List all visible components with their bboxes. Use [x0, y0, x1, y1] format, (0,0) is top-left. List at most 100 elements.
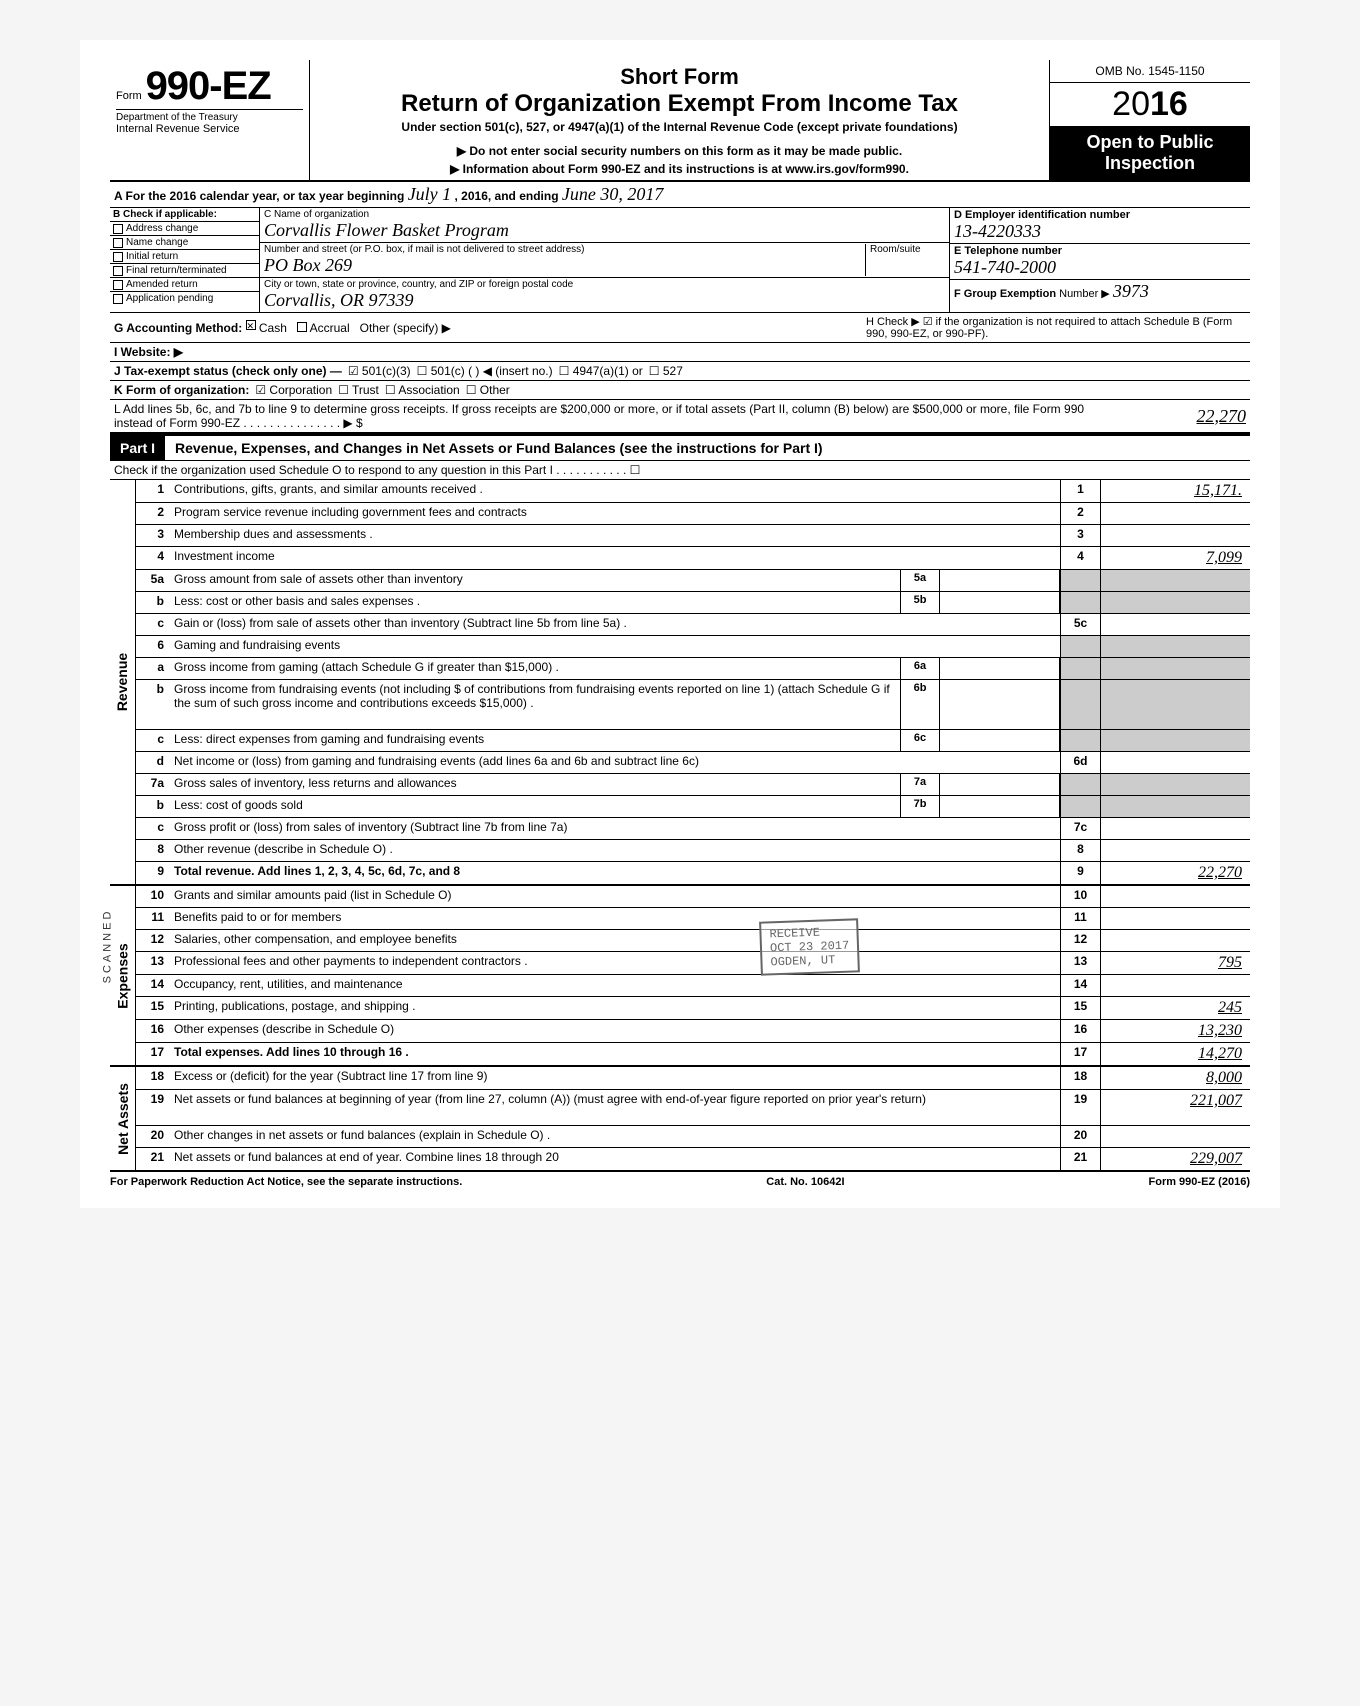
col-def-right: D Employer identification number 13-4220… — [950, 208, 1250, 312]
title-block: Short Form Return of Organization Exempt… — [310, 60, 1050, 180]
footer-right: Form 990-EZ (2016) — [1149, 1176, 1250, 1188]
g-label: G Accounting Method: — [114, 321, 242, 335]
form-number: 990-EZ — [146, 64, 271, 108]
period-end: June 30, 2017 — [562, 184, 663, 204]
val-7c — [1100, 818, 1250, 839]
period-mid: , 2016, and ending — [455, 189, 559, 203]
f-group-label2: Number ▶ — [1059, 288, 1110, 300]
val-18: 8,000 — [1100, 1067, 1250, 1089]
line-13: Professional fees and other payments to … — [170, 952, 1060, 974]
k-assoc: ☐ Association — [385, 383, 460, 397]
val-1: 15,171. — [1100, 480, 1250, 502]
line-18: Excess or (deficit) for the year (Subtra… — [170, 1067, 1060, 1089]
line-12: Salaries, other compensation, and employ… — [170, 930, 1060, 951]
j-4947: ☐ 4947(a)(1) or — [559, 364, 643, 378]
val-10 — [1100, 886, 1250, 907]
omb-number: OMB No. 1545-1150 — [1050, 60, 1250, 83]
form-page: SCANNED Form 990-EZ Department of the Tr… — [80, 40, 1280, 1208]
val-14 — [1100, 975, 1250, 996]
val-20 — [1100, 1126, 1250, 1147]
period-label: A For the 2016 calendar year, or tax yea… — [114, 189, 404, 203]
val-13: 795 — [1100, 952, 1250, 974]
j-501c3: ☑ 501(c)(3) — [348, 364, 411, 378]
part1-header: Part I Revenue, Expenses, and Changes in… — [110, 434, 1250, 461]
line-6d: Net income or (loss) from gaming and fun… — [170, 752, 1060, 773]
line-8: Other revenue (describe in Schedule O) . — [170, 840, 1060, 861]
line-16: Other expenses (describe in Schedule O) — [170, 1020, 1060, 1042]
val-2 — [1100, 503, 1250, 524]
part1-tag: Part I — [110, 436, 165, 460]
room-label: Room/suite — [870, 244, 945, 255]
note-ssn: ▶ Do not enter social security numbers o… — [320, 144, 1039, 158]
line-17: Total expenses. Add lines 10 through 16 … — [170, 1043, 1060, 1065]
cb-initial-return[interactable]: Initial return — [110, 250, 259, 264]
line-7a: Gross sales of inventory, less returns a… — [170, 774, 900, 795]
cb-final-return[interactable]: Final return/terminated — [110, 264, 259, 278]
scanned-mark: SCANNED — [101, 909, 113, 984]
note-info: ▶ Information about Form 990-EZ and its … — [320, 162, 1039, 176]
f-group-label: F Group Exemption — [954, 288, 1056, 300]
line-14: Occupancy, rent, utilities, and maintena… — [170, 975, 1060, 996]
tax-year: 2016 — [1050, 83, 1250, 126]
line-6: Gaming and fundraising events — [170, 636, 1060, 657]
expenses-section: Expenses 10Grants and similar amounts pa… — [110, 886, 1250, 1067]
row-g-h: G Accounting Method: Cash Accrual Other … — [110, 313, 1250, 343]
cb-cash[interactable] — [246, 320, 256, 330]
row-j-status: J Tax-exempt status (check only one) — ☑… — [110, 362, 1250, 381]
h-text: H Check ▶ ☑ if the organization is not r… — [866, 315, 1246, 340]
col-c-name-address: C Name of organization Corvallis Flower … — [260, 208, 950, 312]
line-11: Benefits paid to or for members — [170, 908, 1060, 929]
cb-name-change[interactable]: Name change — [110, 236, 259, 250]
cb-pending[interactable]: Application pending — [110, 292, 259, 305]
j-527: ☐ 527 — [649, 364, 683, 378]
row-a-period: A For the 2016 calendar year, or tax yea… — [110, 182, 1250, 208]
i-label: I Website: ▶ — [114, 345, 183, 359]
line-5b: Less: cost or other basis and sales expe… — [170, 592, 900, 613]
line-15: Printing, publications, postage, and shi… — [170, 997, 1060, 1019]
page-footer: For Paperwork Reduction Act Notice, see … — [110, 1172, 1250, 1188]
val-16: 13,230 — [1100, 1020, 1250, 1042]
line-6b: Gross income from fundraising events (no… — [170, 680, 900, 729]
k-corp: ☑ Corporation — [255, 383, 332, 397]
line-5a: Gross amount from sale of assets other t… — [170, 570, 900, 591]
title-short-form: Short Form — [320, 64, 1039, 90]
line-3: Membership dues and assessments . — [170, 525, 1060, 546]
ein-value: 13-4220333 — [954, 221, 1246, 242]
line-20: Other changes in net assets or fund bala… — [170, 1126, 1060, 1147]
phone-value: 541-740-2000 — [954, 257, 1246, 278]
val-12 — [1100, 930, 1250, 951]
subtitle: Under section 501(c), 527, or 4947(a)(1)… — [320, 120, 1039, 134]
cb-accrual[interactable] — [297, 322, 307, 332]
val-17: 14,270 — [1100, 1043, 1250, 1065]
val-21: 229,007 — [1100, 1148, 1250, 1170]
form-number-block: Form 990-EZ Department of the Treasury I… — [110, 60, 310, 180]
line-4: Investment income — [170, 547, 1060, 569]
addr-label: Number and street (or P.O. box, if mail … — [264, 244, 865, 255]
cb-amended[interactable]: Amended return — [110, 278, 259, 292]
dept-treasury: Department of the Treasury — [116, 109, 303, 123]
val-19: 221,007 — [1100, 1090, 1250, 1125]
period-begin: July 1 — [408, 184, 451, 204]
expenses-label: Expenses — [110, 886, 136, 1065]
org-name: Corvallis Flower Basket Program — [264, 220, 945, 241]
val-9: 22,270 — [1100, 862, 1250, 884]
val-6d — [1100, 752, 1250, 773]
netassets-label: Net Assets — [110, 1067, 136, 1170]
l-text: L Add lines 5b, 6c, and 7b to line 9 to … — [114, 402, 1120, 430]
e-phone-label: E Telephone number — [954, 245, 1062, 257]
cb-address-change[interactable]: Address change — [110, 222, 259, 236]
val-15: 245 — [1100, 997, 1250, 1019]
row-k-formorg: K Form of organization: ☑ Corporation ☐ … — [110, 381, 1250, 400]
part1-title: Revenue, Expenses, and Changes in Net As… — [175, 436, 1250, 460]
line-9: Total revenue. Add lines 1, 2, 3, 4, 5c,… — [170, 862, 1060, 884]
line-7c: Gross profit or (loss) from sales of inv… — [170, 818, 1060, 839]
footer-left: For Paperwork Reduction Act Notice, see … — [110, 1176, 462, 1188]
row-l-gross: L Add lines 5b, 6c, and 7b to line 9 to … — [110, 400, 1250, 434]
title-return: Return of Organization Exempt From Incom… — [320, 90, 1039, 118]
entity-block: B Check if applicable: Address change Na… — [110, 208, 1250, 313]
line-2: Program service revenue including govern… — [170, 503, 1060, 524]
line-1: Contributions, gifts, grants, and simila… — [170, 480, 1060, 502]
form-label: Form — [116, 90, 142, 102]
line-10: Grants and similar amounts paid (list in… — [170, 886, 1060, 907]
stamp-l2: OCT 23 2017 — [770, 939, 850, 956]
